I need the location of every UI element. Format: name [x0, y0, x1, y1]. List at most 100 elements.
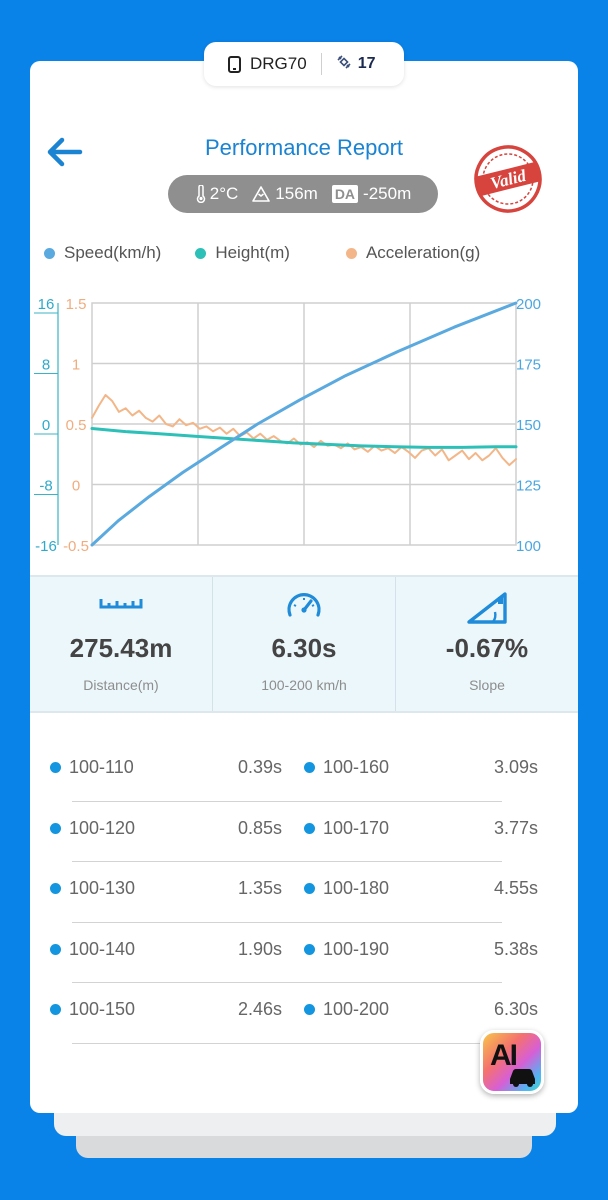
ruler-icon: [99, 599, 143, 609]
row-divider: [72, 1042, 502, 1044]
speed-tick-label: 125: [516, 478, 541, 495]
split-time: 5.38s: [493, 938, 538, 959]
car-icon: [510, 1069, 535, 1087]
split-time: 2.46s: [237, 999, 282, 1019]
back-button[interactable]: [44, 135, 86, 169]
acceleration-tick-label: -0.5: [63, 538, 89, 551]
row-divider: [72, 861, 502, 862]
acceleration-tick-label: 1: [72, 357, 80, 374]
height-tick-label: 16: [38, 296, 55, 313]
legend-label: Acceleration(g): [365, 243, 481, 262]
stat-time: 6.30s 100-200 km/h: [213, 577, 396, 711]
split-item: 100-170: [304, 818, 389, 839]
divider: [320, 53, 322, 75]
stamp-text: Valid: [488, 166, 528, 193]
split-dot: [304, 943, 315, 955]
page-title: Performance Report: [204, 135, 404, 160]
time-label: 100-200 km/h: [261, 677, 347, 693]
split-range: 100-150: [69, 999, 136, 1019]
split-dot: [50, 1004, 61, 1015]
split-row: 100-130 1.35s 100-180 4.55s: [30, 862, 578, 923]
slope-label: Slope: [469, 677, 505, 693]
temperature-value: 2°C: [209, 184, 239, 203]
speed-tick-label: 175: [516, 357, 541, 374]
split-time: 0.39s: [237, 757, 282, 777]
split-item: 100-180: [304, 878, 389, 899]
legend-label: Height(m): [215, 243, 290, 262]
device-name: DRG70: [250, 54, 307, 73]
density-altitude-value: -250m: [363, 184, 412, 203]
satellite-icon: [336, 54, 352, 74]
split-item: 100-110: [50, 757, 134, 778]
row-divider: [72, 921, 502, 923]
slope-icon: [467, 592, 507, 624]
altitude-value: 156m: [275, 184, 318, 203]
split-dot: [304, 762, 315, 773]
split-time: 1.90s: [237, 938, 282, 959]
height-tick-label: 0: [42, 417, 50, 434]
row-divider: [72, 982, 502, 983]
series-line-speed: [90, 301, 518, 547]
distance-label: Distance(m): [83, 677, 159, 693]
legend-item-speed: Speed(km/h): [44, 243, 161, 263]
split-range: 100-160: [323, 757, 390, 777]
satellite-count: 17: [357, 55, 376, 72]
report-card: Performance Report 2°C 156m DA -250m: [30, 61, 578, 1113]
split-range: 100-140: [69, 938, 136, 959]
split-range: 100-180: [323, 878, 390, 898]
split-dot: [50, 762, 61, 773]
device-icon: [228, 55, 241, 73]
back-arrow-icon: [47, 137, 83, 167]
split-row: 100-150 2.46s 100-200 6.30s: [30, 983, 578, 1044]
split-dot: [50, 883, 61, 894]
distance-value: 275.43m: [69, 633, 173, 663]
split-time: 6.30s: [493, 999, 538, 1019]
mountain-icon: [252, 186, 271, 202]
height-tick-label: 8: [42, 357, 50, 374]
split-item: 100-160: [304, 757, 389, 778]
row-divider: [72, 800, 502, 802]
split-row: 100-110 0.39s 100-160 3.09s: [30, 741, 578, 802]
acceleration-tick-label: 0: [72, 478, 80, 495]
chart-legend: Speed(km/h) Height(m) Acceleration(g): [44, 243, 480, 263]
legend-dot: [345, 247, 357, 259]
temperature-item: 2°C: [195, 184, 239, 204]
split-dot: [304, 1004, 315, 1015]
ai-assistant-button[interactable]: AI: [480, 1030, 544, 1094]
acceleration-tick-label: 0.5: [66, 417, 87, 434]
performance-chart: 16 8 0 -8 -16 1.5 1 0.5 0 -0.5 200 175 150 125 100: [34, 296, 541, 551]
legend-item-height: Height(m): [195, 243, 290, 263]
split-range: 100-130: [69, 878, 136, 898]
legend-dot: [195, 247, 207, 259]
split-dot: [304, 883, 315, 894]
split-times-list: 100-110 0.39s 100-160 3.09s 100-120 0.85…: [30, 741, 578, 1044]
time-value: 6.30s: [271, 633, 337, 663]
legend-item-acceleration: Acceleration(g): [345, 243, 481, 263]
speed-tick-label: 100: [516, 538, 541, 551]
split-dot: [304, 822, 315, 834]
split-time: 1.35s: [237, 878, 282, 898]
legend-label: Speed(km/h): [64, 243, 162, 262]
split-dot: [50, 822, 61, 834]
split-row: 100-120 0.85s 100-170 3.77s: [30, 802, 578, 862]
speedometer-icon: [287, 593, 321, 617]
slope-value: -0.67%: [445, 633, 529, 663]
split-time: 3.77s: [493, 817, 538, 838]
legend-dot: [44, 247, 55, 259]
split-range: 100-190: [323, 938, 390, 959]
stat-slope: -0.67% Slope: [396, 577, 578, 711]
valid-stamp: Valid: [460, 141, 556, 217]
split-range: 100-120: [69, 817, 136, 838]
split-item: 100-140: [50, 939, 135, 960]
speed-tick-label: 150: [516, 417, 541, 434]
da-badge: DA: [331, 185, 359, 203]
split-dot: [50, 943, 61, 955]
split-time: 0.85s: [237, 817, 282, 838]
split-row: 100-140 1.90s 100-190 5.38s: [30, 923, 578, 983]
split-range: 100-170: [323, 817, 390, 838]
height-tick-label: -8: [39, 478, 52, 495]
acceleration-tick-label: 1.5: [66, 296, 87, 313]
thermometer-icon: [196, 185, 205, 203]
ai-label: AI: [490, 1039, 518, 1072]
device-pill[interactable]: DRG70 17: [204, 42, 404, 86]
